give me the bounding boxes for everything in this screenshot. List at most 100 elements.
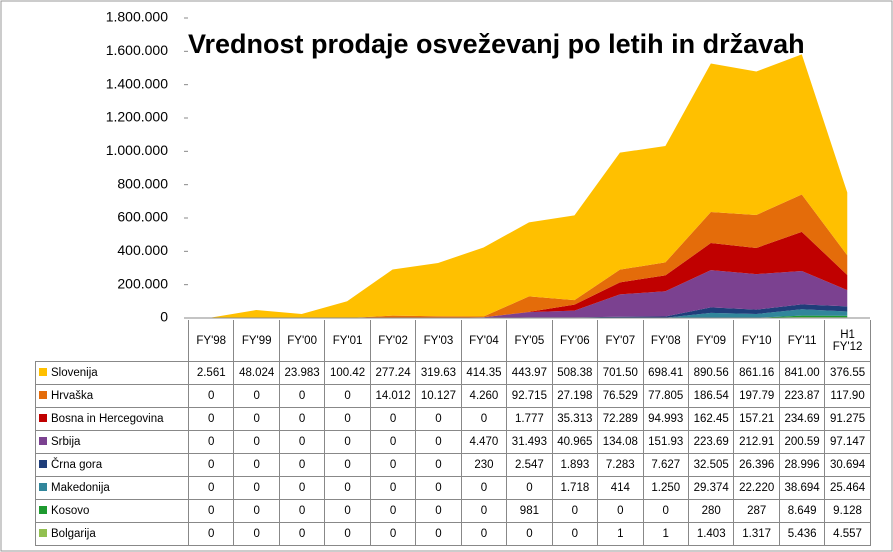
- table-cell: 0: [233, 499, 280, 523]
- table-cell: 0: [278, 384, 326, 408]
- table-cell: 1.718: [551, 476, 599, 500]
- table-cell: 0: [551, 499, 599, 523]
- legend-key: [39, 460, 47, 468]
- table-cell: 701.50: [597, 361, 644, 385]
- area: [210, 54, 848, 319]
- table-cell: 0: [369, 430, 417, 454]
- legend-entry: Bosna in Hercegovina: [35, 407, 189, 431]
- table-cell: 0: [278, 453, 326, 477]
- table-cell: 443.97: [506, 361, 553, 385]
- table-cell: 0: [415, 476, 462, 500]
- x-tick-label: FY'11: [778, 320, 826, 362]
- legend-entry: Makedonija: [35, 476, 189, 500]
- chart-title: Vrednost prodaje osveževanj po letih in …: [188, 29, 805, 59]
- y-tick-label: 600.000: [117, 209, 168, 225]
- series-name: Srbija: [51, 436, 81, 448]
- table-cell: 0: [278, 476, 326, 500]
- legend-key: [39, 437, 47, 445]
- y-tick-label: 1.800.000: [106, 9, 168, 25]
- table-row: Črna gora 0 0 0 0 0 0 230 2.547 1.893 7.283 7.627 32…: [35, 453, 871, 477]
- table-cell: 981: [506, 499, 553, 523]
- table-row: Makedonija 0 0 0 0 0 0 0 0 1.718 414 1.250 29.374 22.…: [35, 476, 871, 500]
- table-cell: 0: [369, 499, 417, 523]
- table-cell: 0: [369, 407, 417, 431]
- table-cell: 7.283: [597, 453, 644, 477]
- table-row: Srbija 0 0 0 0 0 0 4.470 31.493 40.965 134.08 151.9…: [35, 430, 871, 454]
- legend-entry: Črna gora: [35, 453, 189, 477]
- table-cell: 1.777: [506, 407, 553, 431]
- table-cell: 0: [460, 407, 508, 431]
- table-row: Bosna in Hercegovina 0 0 0 0 0 0 0 1.777 35.313 72…: [35, 407, 871, 431]
- table-cell: 31.493: [506, 430, 553, 454]
- table-cell: 26.396: [733, 453, 780, 477]
- x-tick-label: FY'01: [324, 320, 371, 362]
- table-cell: 0: [233, 453, 280, 477]
- table-cell: 890.56: [687, 361, 735, 385]
- table-cell: 414: [597, 476, 644, 500]
- table-cell: 0: [278, 407, 326, 431]
- table-cell: 100.42: [324, 361, 371, 385]
- table-cell: 698.41: [642, 361, 689, 385]
- table-cell: 29.374: [687, 476, 735, 500]
- table-cell: 38.694: [778, 476, 826, 500]
- x-tick-label: FY'02: [369, 320, 417, 362]
- table-cell: 134.08: [597, 430, 644, 454]
- legend-key: [39, 391, 47, 399]
- table-cell: 0: [642, 499, 689, 523]
- x-tick-label: FY'05: [506, 320, 553, 362]
- table-cell: 35.313: [551, 407, 599, 431]
- table-cell: 32.505: [687, 453, 735, 477]
- table-cell: 230: [460, 453, 508, 477]
- table-cell: 0: [278, 499, 326, 523]
- table-cell: 2.561: [187, 361, 235, 385]
- table-cell: 0: [187, 522, 235, 546]
- table-cell: 508.38: [551, 361, 599, 385]
- series-name: Hrvaška: [51, 390, 94, 402]
- table-cell: 280: [687, 499, 735, 523]
- x-tick-label: FY'10: [733, 320, 780, 362]
- legend-entry: Bolgarija: [35, 522, 189, 546]
- table-cell: 151.93: [642, 430, 689, 454]
- header-row: FY'98 FY'99 FY'00 FY'01 FY'02 FY'03 FY'04 FY'05…: [36, 320, 871, 362]
- table-cell: 0: [597, 499, 644, 523]
- table-cell: 0: [233, 384, 280, 408]
- series-name: Slovenija: [51, 367, 98, 379]
- table-cell: 162.45: [687, 407, 735, 431]
- table-cell: 4.557: [824, 522, 871, 546]
- y-tick-label: 1.400.000: [106, 75, 168, 91]
- table-cell: 0: [233, 522, 280, 546]
- table-cell: 0: [187, 384, 235, 408]
- table-cell: 94.993: [642, 407, 689, 431]
- table-cell: 4.260: [460, 384, 508, 408]
- x-tick-label: FY'03: [415, 320, 462, 362]
- table-cell: 277.24: [369, 361, 417, 385]
- table-cell: 28.996: [778, 453, 826, 477]
- legend-key: [39, 506, 47, 514]
- table-cell: 0: [506, 522, 553, 546]
- table-cell: 0: [233, 476, 280, 500]
- table-cell: 23.983: [278, 361, 326, 385]
- table-cell: 0: [415, 499, 462, 523]
- table-cell: 157.21: [733, 407, 780, 431]
- x-tick-label: FY'07: [597, 320, 644, 362]
- table-cell: 77.805: [642, 384, 689, 408]
- x-tick-label: FY'98: [187, 320, 235, 362]
- table-cell: 48.024: [233, 361, 280, 385]
- table-cell: 0: [324, 522, 371, 546]
- table-cell: 376.55: [824, 361, 871, 385]
- table-cell: 0: [324, 430, 371, 454]
- x-tick-label: FY'04: [460, 320, 508, 362]
- series-name: Bolgarija: [51, 528, 96, 540]
- table-cell: 0: [415, 407, 462, 431]
- table-cell: 22.220: [733, 476, 780, 500]
- legend-entry: Srbija: [35, 430, 189, 454]
- x-tick-label: FY'08: [642, 320, 689, 362]
- legend-key: [39, 414, 47, 422]
- table-cell: 97.147: [824, 430, 871, 454]
- data-table: FY'98 FY'99 FY'00 FY'01 FY'02 FY'03 FY'04 FY'05…: [35, 320, 871, 546]
- table-cell: 0: [233, 430, 280, 454]
- table-cell: 0: [187, 476, 235, 500]
